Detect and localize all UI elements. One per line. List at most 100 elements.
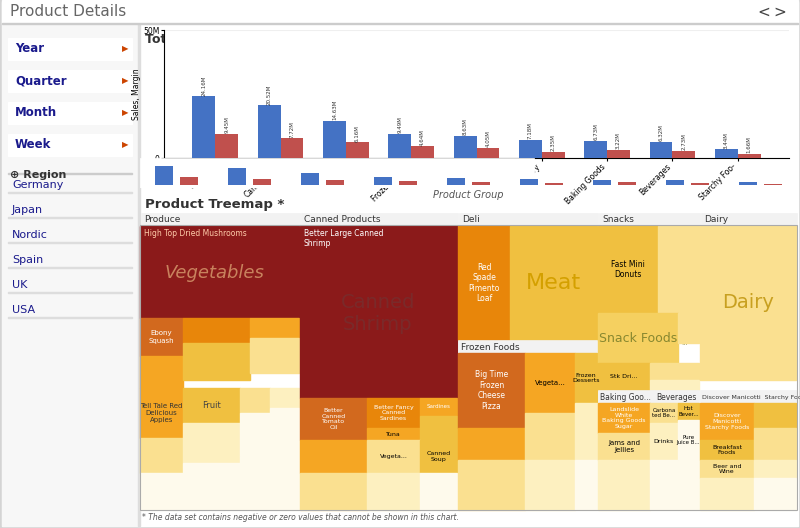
Bar — [300, 226, 457, 398]
Text: Carbona
ted Be...: Carbona ted Be... — [652, 408, 676, 418]
Text: 24.16M: 24.16M — [202, 76, 206, 96]
Bar — [300, 473, 367, 510]
Bar — [525, 413, 575, 460]
Bar — [420, 440, 457, 473]
Bar — [575, 403, 597, 460]
Bar — [8, 192, 132, 193]
Bar — [140, 225, 797, 510]
Bar — [254, 179, 271, 185]
Text: Vegeta...: Vegeta... — [379, 454, 407, 459]
Bar — [270, 408, 299, 453]
Bar — [754, 460, 796, 478]
Bar — [678, 460, 699, 510]
Text: Spain: Spain — [12, 255, 43, 265]
Bar — [458, 460, 525, 510]
Bar — [607, 150, 630, 158]
Text: Dairy: Dairy — [704, 214, 728, 223]
Bar — [525, 460, 575, 510]
Bar — [258, 106, 281, 158]
Bar — [584, 141, 607, 158]
Bar — [598, 363, 650, 390]
Text: Quarter: Quarter — [15, 74, 66, 88]
Text: 4.05M: 4.05M — [486, 130, 490, 147]
Bar — [140, 158, 534, 188]
Bar — [715, 149, 738, 158]
Bar — [8, 317, 132, 318]
Bar — [140, 318, 183, 356]
Bar — [754, 478, 796, 510]
Text: Canned
Shrimp: Canned Shrimp — [341, 293, 415, 334]
Text: Better Large Canned
Shrimp: Better Large Canned Shrimp — [304, 229, 383, 248]
Bar — [183, 318, 250, 343]
Bar — [140, 226, 299, 318]
Bar — [180, 177, 198, 185]
Text: Week: Week — [15, 138, 51, 152]
Text: Fruit: Fruit — [202, 401, 221, 410]
Bar — [454, 136, 477, 158]
Bar — [420, 398, 457, 416]
Bar — [420, 416, 457, 440]
Text: Tuna: Tuna — [386, 431, 401, 437]
Bar — [367, 398, 420, 428]
Text: UK: UK — [12, 280, 27, 290]
Text: Better
Canned
Tomato
Oil: Better Canned Tomato Oil — [322, 408, 346, 430]
Text: Canned Products: Canned Products — [304, 214, 381, 223]
Bar — [323, 120, 346, 158]
Bar — [367, 473, 420, 510]
Text: 4.64M: 4.64M — [420, 129, 425, 146]
Bar — [520, 179, 538, 185]
Text: Breakfast
Foods: Breakfast Foods — [712, 445, 742, 455]
Bar — [2, 0, 798, 23]
Bar — [240, 388, 270, 413]
Bar — [598, 213, 699, 225]
Bar — [8, 134, 132, 156]
Text: 2.35M: 2.35M — [550, 135, 556, 152]
Text: 6.73M: 6.73M — [593, 124, 598, 140]
Bar — [2, 24, 138, 526]
Bar — [8, 267, 132, 268]
Text: Canned
Soup: Canned Soup — [426, 451, 450, 462]
Bar — [650, 423, 678, 460]
Text: 9.45M: 9.45M — [224, 116, 229, 133]
Bar — [525, 353, 575, 413]
Text: 2.73M: 2.73M — [682, 134, 686, 150]
Bar — [542, 152, 565, 158]
Bar — [374, 177, 392, 185]
Bar — [673, 151, 695, 158]
Bar — [700, 460, 754, 478]
Bar — [650, 460, 678, 510]
Bar — [458, 428, 525, 460]
Bar — [140, 388, 183, 438]
Bar — [183, 388, 240, 423]
Bar — [598, 403, 650, 433]
Text: Sardines: Sardines — [426, 404, 450, 410]
Text: Baking Goo...: Baking Goo... — [600, 392, 651, 401]
Bar — [458, 226, 510, 340]
Text: 20.52M: 20.52M — [266, 84, 272, 105]
Bar — [458, 213, 598, 225]
Text: Red
Spade
Pimento
Loaf: Red Spade Pimento Loaf — [468, 263, 500, 303]
Bar — [2, 23, 798, 24]
Text: Total Sales: $104.9M: Total Sales: $104.9M — [145, 33, 291, 46]
Bar — [270, 388, 299, 408]
Text: Drinks: Drinks — [654, 439, 674, 444]
Bar — [700, 440, 754, 460]
Bar — [598, 460, 650, 510]
Bar — [300, 398, 367, 440]
Bar — [281, 138, 303, 158]
Text: Tell Tale Red
Delicious
Apples: Tell Tale Red Delicious Apples — [140, 403, 182, 423]
Bar — [618, 182, 636, 185]
Bar — [593, 180, 610, 185]
Text: Discover Manicotti  Starchy Foods: Discover Manicotti Starchy Foods — [702, 394, 800, 400]
Bar — [250, 338, 299, 373]
Text: >: > — [773, 5, 786, 20]
Text: Japan: Japan — [12, 205, 43, 215]
Bar — [138, 24, 140, 526]
Bar — [458, 353, 525, 428]
Bar — [240, 413, 270, 456]
Text: 3.22M: 3.22M — [616, 133, 621, 149]
Bar — [666, 180, 684, 185]
Bar — [678, 403, 699, 420]
Bar — [701, 213, 797, 225]
Bar — [141, 213, 299, 225]
